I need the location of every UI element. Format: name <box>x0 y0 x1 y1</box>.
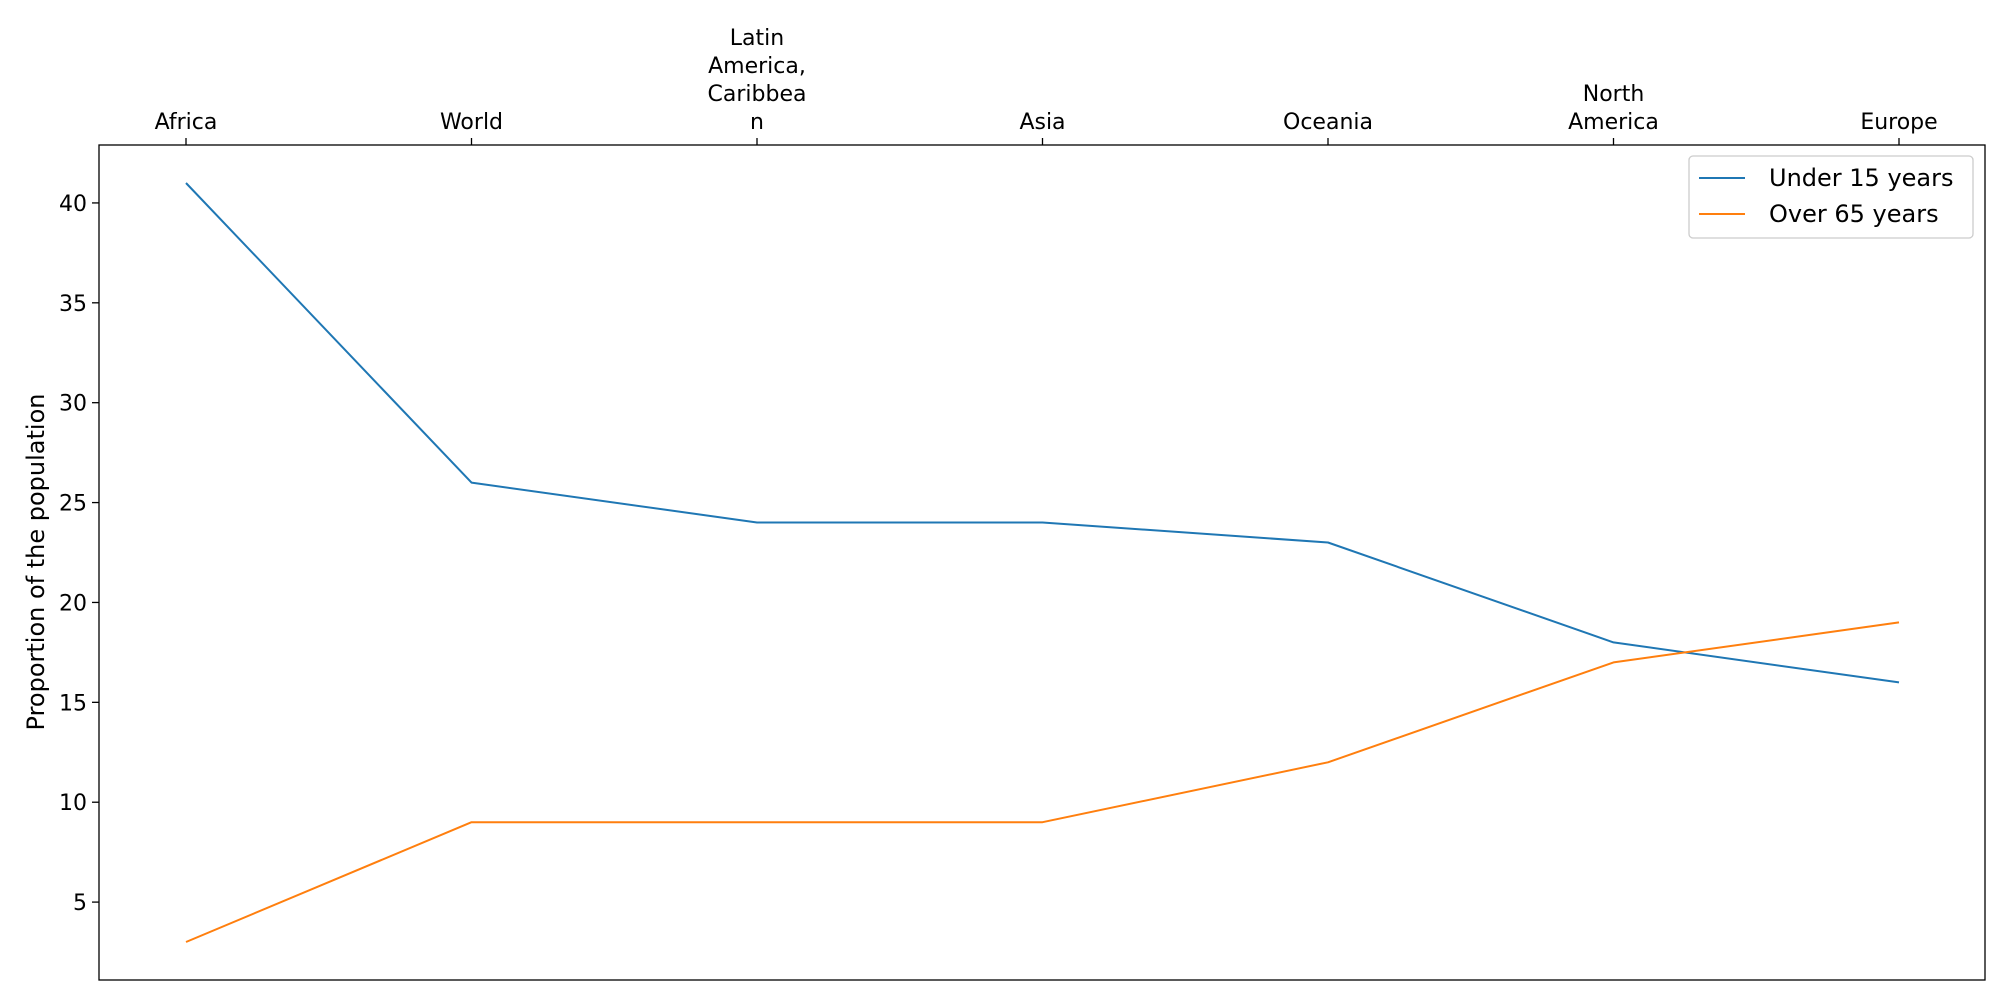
legend-box <box>1688 155 1974 239</box>
series-line-1 <box>185 621 1900 943</box>
y-tick-label: 30 <box>59 392 87 417</box>
y-tick-label: 25 <box>59 492 87 517</box>
x-tick-label: Africa <box>155 110 218 135</box>
y-tick-label: 15 <box>59 691 87 716</box>
legend: Under 15 years Over 65 years <box>1688 155 1974 239</box>
y-tick-label: 20 <box>59 591 87 616</box>
plot-frame <box>98 144 1986 981</box>
x-axis: Africa World Latin America, Caribbea n Asia Oce… <box>155 26 1938 145</box>
y-tick-label: 35 <box>59 292 87 317</box>
y-tick-label: 5 <box>73 891 87 916</box>
y-axis: 5 10 15 20 25 30 35 40 <box>59 192 99 916</box>
x-tick-label: Asia <box>1019 110 1065 135</box>
legend-entry-1: Over 65 years <box>1769 200 1939 228</box>
y-tick-label: 10 <box>59 791 87 816</box>
x-tick-label: Europe <box>1860 110 1937 135</box>
x-tick-label: North America <box>1568 82 1659 135</box>
series-line-0 <box>185 182 1900 684</box>
x-tick-label: World <box>440 110 503 135</box>
x-tick-label: Oceania <box>1283 110 1373 135</box>
y-tick-label: 40 <box>59 192 87 217</box>
x-tick-label: Latin America, Caribbea n <box>708 26 807 135</box>
y-axis-label: Proportion of the population <box>22 394 50 731</box>
legend-entry-0: Under 15 years <box>1769 164 1954 192</box>
series-layer <box>185 182 1900 943</box>
